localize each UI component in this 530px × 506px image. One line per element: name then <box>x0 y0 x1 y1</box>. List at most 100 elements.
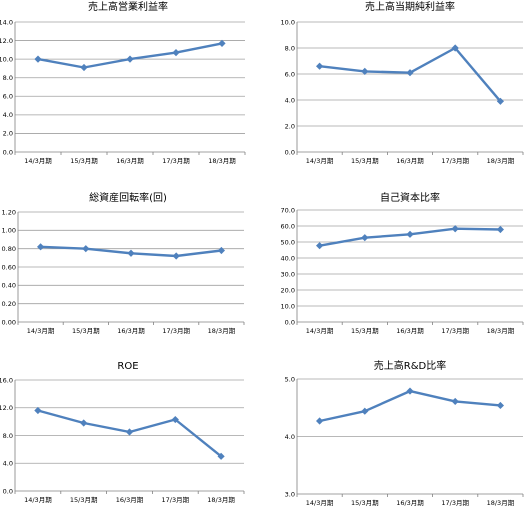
data-point <box>82 245 90 253</box>
data-point <box>496 97 504 105</box>
y-tick-label: 16.0 <box>0 376 13 384</box>
data-point <box>217 246 225 255</box>
x-tick-label: 14/3月期 <box>27 327 55 335</box>
y-tick-label: 0.20 <box>2 300 16 308</box>
y-tick-label: 14.0 <box>0 18 13 26</box>
data-point <box>451 44 459 52</box>
y-tick-label: 1.20 <box>2 208 16 216</box>
y-tick-label: 10.0 <box>281 18 295 26</box>
y-tick-label: 0.60 <box>2 263 16 271</box>
x-tick-label: 18/3月期 <box>487 327 515 335</box>
x-tick-label: 18/3月期 <box>208 327 236 335</box>
y-tick-label: 0.0 <box>3 148 13 156</box>
data-point <box>80 63 88 72</box>
x-tick-label: 16/3月期 <box>396 499 424 506</box>
data-point <box>125 428 134 436</box>
y-tick-label: 0.00 <box>2 318 16 326</box>
y-tick-label: 60.0 <box>281 222 295 230</box>
x-tick-label: 18/3月期 <box>207 496 235 504</box>
x-tick-label: 16/3月期 <box>116 496 144 504</box>
data-point <box>127 249 135 257</box>
x-tick-label: 16/3月期 <box>116 157 144 165</box>
y-tick-label: 8.0 <box>3 74 13 82</box>
data-point <box>172 252 180 260</box>
x-tick-label: 16/3月期 <box>117 327 145 335</box>
y-tick-label: 20.0 <box>281 286 295 294</box>
data-point <box>406 69 414 77</box>
x-tick-label: 14/3月期 <box>306 327 334 335</box>
data-point <box>37 243 45 251</box>
x-tick-label: 15/3月期 <box>70 157 98 165</box>
chart-title: 自己資本比率 <box>380 191 440 204</box>
data-point <box>496 401 504 410</box>
y-tick-label: 8.0 <box>3 432 13 440</box>
data-point <box>217 452 225 460</box>
chart-title: 総資産回転率(回) <box>89 191 167 204</box>
x-tick-label: 17/3月期 <box>162 157 190 165</box>
data-point <box>171 415 179 424</box>
y-tick-label: 2.0 <box>3 130 13 138</box>
data-point <box>361 234 369 242</box>
series-line <box>37 42 223 69</box>
y-tick-label: 30.0 <box>281 270 295 278</box>
data-point <box>126 55 134 63</box>
y-tick-label: 3.0 <box>285 490 295 498</box>
data-point <box>316 62 324 70</box>
series-line <box>319 389 501 423</box>
y-tick-label: 1.00 <box>2 227 16 235</box>
data-point <box>80 419 88 427</box>
y-tick-label: 0.80 <box>2 245 16 253</box>
chart-title: 売上高営業利益率 <box>88 0 168 13</box>
x-tick-label: 17/3月期 <box>441 499 469 506</box>
y-tick-label: 10.0 <box>281 302 295 310</box>
data-point <box>361 67 369 75</box>
chart-6: 売上高R&D比率 3.0 4.0 5.0 14/3月期 15/3月期 16/3月期 17/3月… <box>285 359 524 506</box>
y-tick-label: 6.0 <box>285 70 295 78</box>
data-point <box>34 55 42 63</box>
data-point <box>316 242 324 250</box>
data-point <box>361 407 369 415</box>
y-tick-label: 0.0 <box>285 148 295 156</box>
chart-2: 売上高当期純利益率 0.0 2.0 4.0 6.0 8.0 10.0 14/3月期 15/3月期… <box>281 0 524 165</box>
data-point <box>172 49 180 57</box>
x-tick-label: 18/3月期 <box>208 157 236 165</box>
data-point <box>451 397 459 406</box>
y-tick-label: 4.0 <box>3 111 13 119</box>
chart-title: 売上高R&D比率 <box>374 359 446 372</box>
data-point <box>218 39 226 47</box>
y-tick-label: 12.0 <box>0 37 13 45</box>
data-point <box>451 225 459 233</box>
x-tick-label: 15/3月期 <box>72 327 100 335</box>
x-tick-label: 17/3月期 <box>441 157 469 165</box>
x-tick-label: 14/3月期 <box>24 157 52 165</box>
data-point <box>406 230 414 238</box>
data-point <box>496 225 504 234</box>
x-tick-label: 16/3月期 <box>396 157 424 165</box>
x-tick-label: 14/3月期 <box>306 499 334 506</box>
y-tick-label: 8.0 <box>285 44 295 52</box>
y-tick-label: 6.0 <box>3 93 13 101</box>
x-tick-label: 18/3月期 <box>487 499 515 506</box>
chart-title: ROE <box>117 361 138 372</box>
y-tick-label: 50.0 <box>281 238 295 246</box>
chart-1: 売上高営業利益率 0.0 2.0 4.0 6.0 8.0 10.0 12.0 14.0 14/3月… <box>0 0 246 165</box>
data-point <box>406 387 414 395</box>
data-point <box>34 406 42 415</box>
y-tick-label: 4.0 <box>285 433 295 441</box>
x-tick-label: 18/3月期 <box>487 157 515 165</box>
chart-title: 売上高当期純利益率 <box>365 0 455 13</box>
x-tick-label: 15/3月期 <box>351 157 379 165</box>
x-tick-label: 15/3月期 <box>351 327 379 335</box>
x-tick-label: 14/3月期 <box>24 496 52 504</box>
x-tick-label: 17/3月期 <box>162 327 190 335</box>
y-tick-label: 0.40 <box>2 282 16 290</box>
data-point <box>316 417 324 425</box>
chart-4: 自己資本比率 0.0 10.0 20.0 30.0 40.0 50.0 60.0 70.0 14/… <box>281 191 524 335</box>
y-tick-label: 2.0 <box>285 122 295 130</box>
y-tick-label: 4.0 <box>285 96 295 104</box>
x-tick-label: 17/3月期 <box>441 327 469 335</box>
y-tick-label: 0.0 <box>3 487 13 495</box>
y-tick-label: 5.0 <box>285 375 295 383</box>
y-tick-label: 40.0 <box>281 254 295 262</box>
